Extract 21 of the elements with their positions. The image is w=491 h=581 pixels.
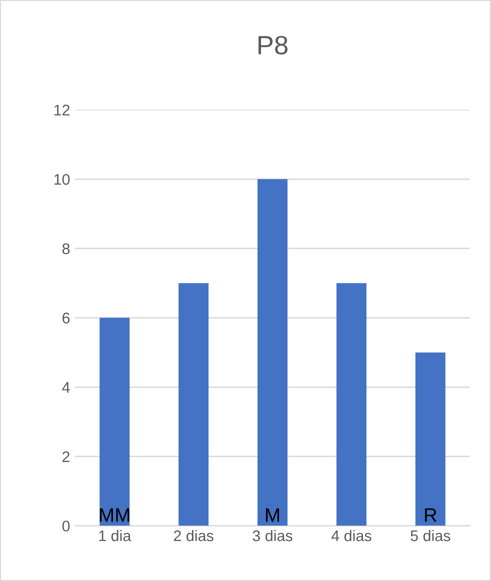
y-tick-label: 2: [62, 451, 70, 462]
annotation: M: [266, 508, 280, 522]
bar: [178, 283, 209, 526]
x-tick-label: 4 dias: [331, 530, 372, 542]
bar: [258, 179, 288, 526]
x-tick-label: 3 dias: [252, 530, 292, 542]
x-tick-label: 2 dias: [174, 530, 214, 542]
y-tick-label: 8: [62, 243, 70, 254]
y-tick-label: 12: [54, 104, 70, 116]
y-tick-label: 10: [54, 174, 70, 185]
y-tick-label: 6: [62, 312, 70, 324]
annotation: MM: [100, 508, 130, 522]
x-tick-label: 5 dias: [410, 530, 450, 542]
y-tick-label: 4: [62, 382, 70, 393]
y-tick-label: 0: [62, 520, 70, 532]
x-tick-label: 1 dia: [99, 530, 132, 542]
bar: [336, 283, 366, 526]
bar: [415, 352, 446, 526]
annotation: R: [424, 508, 437, 522]
bar: [100, 318, 130, 526]
chart-title: P8: [258, 36, 288, 55]
